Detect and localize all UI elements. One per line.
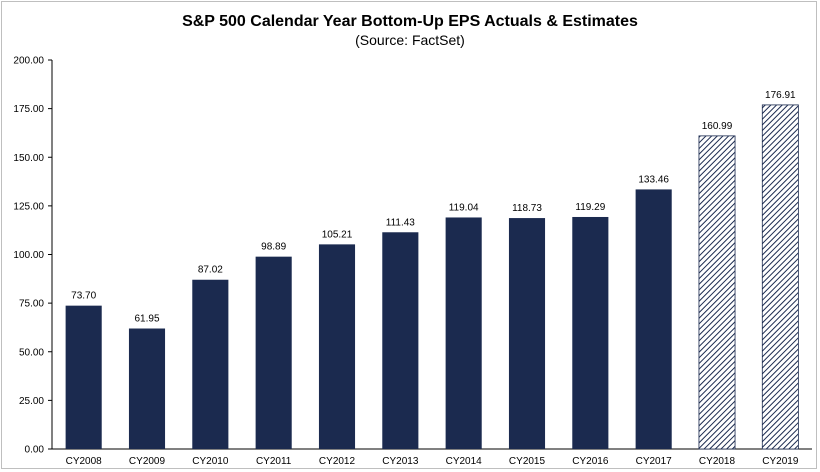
bar-actual xyxy=(128,328,166,449)
data-label: 119.04 xyxy=(449,202,479,213)
x-tick-label: CY2010 xyxy=(192,456,229,467)
data-label: 61.95 xyxy=(134,314,159,325)
x-tick-label: CY2013 xyxy=(382,456,419,467)
x-tick-label: CY2017 xyxy=(636,456,673,467)
data-label: 87.02 xyxy=(198,265,223,276)
data-label: 133.46 xyxy=(638,174,669,185)
bar-actual xyxy=(192,279,229,449)
bar-estimate xyxy=(761,104,799,450)
y-tick-label: 150.00 xyxy=(13,153,44,164)
bar-actual xyxy=(445,217,482,449)
data-label: 160.99 xyxy=(702,121,733,132)
data-labels: 73.70 61.95 87.02 98.89 105.21 111.43 119.04 11… xyxy=(71,90,796,325)
x-tick-label: CY2018 xyxy=(699,456,736,467)
data-label: 73.70 xyxy=(71,291,96,302)
x-tick-label: CY2016 xyxy=(572,456,609,467)
y-tick-label: 175.00 xyxy=(13,104,44,115)
data-label: 105.21 xyxy=(322,229,353,240)
data-label: 98.89 xyxy=(261,242,286,253)
x-tick-label: CY2014 xyxy=(446,456,483,467)
x-tick-label: CY2009 xyxy=(129,456,166,467)
bar-estimate xyxy=(698,135,736,450)
y-tick-label: 200.00 xyxy=(13,56,44,67)
data-label: 176.91 xyxy=(765,90,796,101)
data-label: 111.43 xyxy=(386,217,416,228)
bar-actual xyxy=(65,305,102,449)
bar-actual xyxy=(572,216,609,449)
x-axis: CY2008 CY2009 CY2010 CY2011 CY2012 CY2013 CY20… xyxy=(52,448,812,467)
data-label: 119.29 xyxy=(575,202,605,213)
chart-title: S&P 500 Calendar Year Bottom-Up EPS Actu… xyxy=(182,13,638,30)
y-tick-label: 0.00 xyxy=(25,445,45,456)
x-tick-label: CY2012 xyxy=(319,456,356,467)
y-tick-label: 75.00 xyxy=(19,299,44,310)
x-tick-label: CY2019 xyxy=(762,456,799,467)
x-tick-label: CY2015 xyxy=(509,456,546,467)
bar-actual xyxy=(255,256,292,449)
bar-actual xyxy=(508,218,546,449)
bar-actual xyxy=(382,232,419,449)
bars xyxy=(65,104,799,450)
chart-subtitle: (Source: FactSet) xyxy=(355,32,465,48)
y-axis: 0.00 25.00 50.00 75.00 100.00 125.00 150.00 175… xyxy=(13,56,53,456)
y-tick-label: 25.00 xyxy=(19,396,44,407)
bar-actual xyxy=(318,244,356,449)
y-tick-label: 125.00 xyxy=(13,201,44,212)
bar-actual xyxy=(635,189,672,450)
y-tick-label: 50.00 xyxy=(19,347,44,358)
x-tick-label: CY2011 xyxy=(256,456,292,467)
x-tick-label: CY2008 xyxy=(66,456,103,467)
y-tick-label: 100.00 xyxy=(13,250,44,261)
data-label: 118.73 xyxy=(512,203,542,214)
